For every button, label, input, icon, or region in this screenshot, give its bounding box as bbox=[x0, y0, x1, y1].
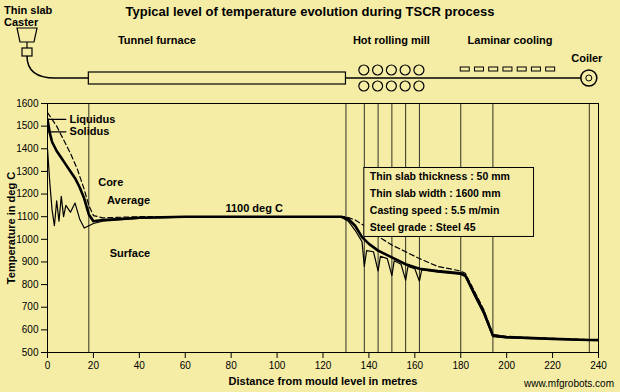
svg-text:200: 200 bbox=[498, 360, 515, 371]
svg-text:1600: 1600 bbox=[16, 98, 39, 109]
svg-text:Caster: Caster bbox=[4, 16, 39, 28]
html-text:Typical level of temperature e: Typical level of temperature evolution d… bbox=[125, 4, 495, 19]
svg-text:Coiler: Coiler bbox=[571, 52, 603, 64]
svg-text:120: 120 bbox=[315, 360, 332, 371]
svg-text:600: 600 bbox=[22, 324, 39, 335]
svg-text:Solidus: Solidus bbox=[70, 125, 110, 137]
svg-text:240: 240 bbox=[590, 360, 607, 371]
svg-text:Laminar cooling: Laminar cooling bbox=[468, 34, 553, 46]
svg-text:220: 220 bbox=[544, 360, 561, 371]
svg-text:Surface: Surface bbox=[110, 247, 150, 259]
svg-text:1500: 1500 bbox=[16, 120, 39, 131]
svg-text:1200: 1200 bbox=[16, 188, 39, 199]
svg-text:Thin slab width : 1600 mm: Thin slab width : 1600 mm bbox=[370, 187, 501, 199]
svg-text:Hot rolling mill: Hot rolling mill bbox=[353, 34, 430, 46]
svg-text:20: 20 bbox=[88, 360, 100, 371]
svg-text:100: 100 bbox=[269, 360, 286, 371]
svg-text:40: 40 bbox=[134, 360, 146, 371]
svg-text:80: 80 bbox=[226, 360, 238, 371]
svg-text:1300: 1300 bbox=[16, 166, 39, 177]
svg-text:Casting speed : 5.5 m/min: Casting speed : 5.5 m/min bbox=[370, 204, 500, 216]
svg-text:900: 900 bbox=[22, 256, 39, 267]
svg-text:1400: 1400 bbox=[16, 143, 39, 154]
svg-text:1100: 1100 bbox=[17, 211, 39, 222]
svg-text:180: 180 bbox=[452, 360, 469, 371]
svg-text:Liquidus: Liquidus bbox=[70, 113, 116, 125]
svg-text:1000: 1000 bbox=[16, 234, 39, 245]
svg-text:Average: Average bbox=[107, 194, 150, 206]
svg-text:800: 800 bbox=[22, 279, 39, 290]
svg-text:140: 140 bbox=[361, 360, 378, 371]
svg-text:160: 160 bbox=[406, 360, 423, 371]
svg-text:700: 700 bbox=[22, 301, 39, 312]
svg-text:Temperature in deg C: Temperature in deg C bbox=[5, 172, 17, 284]
svg-text:Core: Core bbox=[98, 176, 123, 188]
svg-text:Steel grade : Steel 45: Steel grade : Steel 45 bbox=[370, 221, 476, 233]
svg-text:Thin slab thickness : 50 mm: Thin slab thickness : 50 mm bbox=[370, 170, 510, 182]
svg-text:0: 0 bbox=[45, 360, 51, 371]
svg-text:60: 60 bbox=[180, 360, 192, 371]
html-text:www.mfgrobots.com: www.mfgrobots.com bbox=[524, 378, 614, 389]
svg-text:500: 500 bbox=[22, 347, 39, 358]
svg-text:Tunnel furnace: Tunnel furnace bbox=[118, 34, 196, 46]
svg-text:Distance from mould level in m: Distance from mould level in metres bbox=[229, 375, 418, 387]
svg-text:Thin slab: Thin slab bbox=[4, 4, 53, 16]
svg-text:1100 deg C: 1100 deg C bbox=[225, 202, 283, 214]
